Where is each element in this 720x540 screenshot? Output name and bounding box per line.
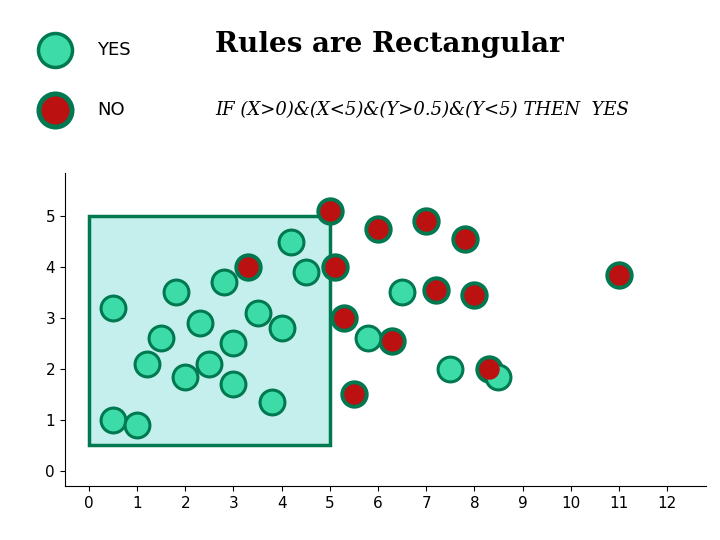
Point bbox=[372, 225, 384, 233]
Point bbox=[348, 390, 360, 399]
Point bbox=[483, 364, 495, 373]
Point bbox=[483, 364, 495, 373]
Point bbox=[179, 372, 191, 381]
Point bbox=[324, 207, 336, 215]
Point bbox=[459, 235, 470, 244]
Text: NO: NO bbox=[97, 101, 125, 119]
Point bbox=[324, 207, 336, 215]
Point bbox=[228, 339, 239, 348]
Point bbox=[204, 360, 215, 368]
Point bbox=[430, 286, 441, 294]
Point bbox=[338, 314, 350, 322]
Point bbox=[218, 278, 230, 287]
Point bbox=[107, 415, 119, 424]
Point bbox=[170, 288, 181, 297]
Point bbox=[613, 271, 625, 279]
Point bbox=[469, 291, 480, 299]
Point bbox=[276, 324, 287, 333]
Point bbox=[131, 421, 143, 429]
Point bbox=[49, 46, 60, 55]
Text: IF (X>0)&(X<5)&(Y>0.5)&(Y<5) THEN  YES: IF (X>0)&(X<5)&(Y>0.5)&(Y<5) THEN YES bbox=[215, 101, 629, 119]
Point bbox=[228, 380, 239, 388]
Point bbox=[420, 217, 432, 226]
Point bbox=[387, 336, 398, 345]
Point bbox=[387, 336, 398, 345]
Point bbox=[49, 106, 60, 114]
Point bbox=[107, 303, 119, 312]
Point bbox=[430, 286, 441, 294]
Point bbox=[329, 262, 341, 271]
Point bbox=[396, 288, 408, 297]
Point bbox=[266, 397, 278, 406]
Bar bbox=[89, 216, 330, 446]
Text: YES: YES bbox=[97, 41, 130, 59]
Point bbox=[49, 106, 60, 114]
Point bbox=[156, 334, 167, 343]
Point bbox=[363, 334, 374, 343]
Point bbox=[329, 262, 341, 271]
Point bbox=[372, 225, 384, 233]
Point bbox=[348, 390, 360, 399]
Point bbox=[242, 262, 253, 271]
Point bbox=[613, 271, 625, 279]
Point bbox=[459, 235, 470, 244]
Point bbox=[194, 319, 205, 327]
Point bbox=[338, 314, 350, 322]
Point bbox=[444, 364, 456, 373]
Point bbox=[242, 262, 253, 271]
Point bbox=[300, 268, 312, 276]
Point bbox=[141, 360, 153, 368]
Text: Rules are Rectangular: Rules are Rectangular bbox=[215, 31, 564, 58]
Point bbox=[469, 291, 480, 299]
Point bbox=[252, 308, 264, 317]
Point bbox=[286, 237, 297, 246]
Point bbox=[420, 217, 432, 226]
Point bbox=[492, 372, 504, 381]
